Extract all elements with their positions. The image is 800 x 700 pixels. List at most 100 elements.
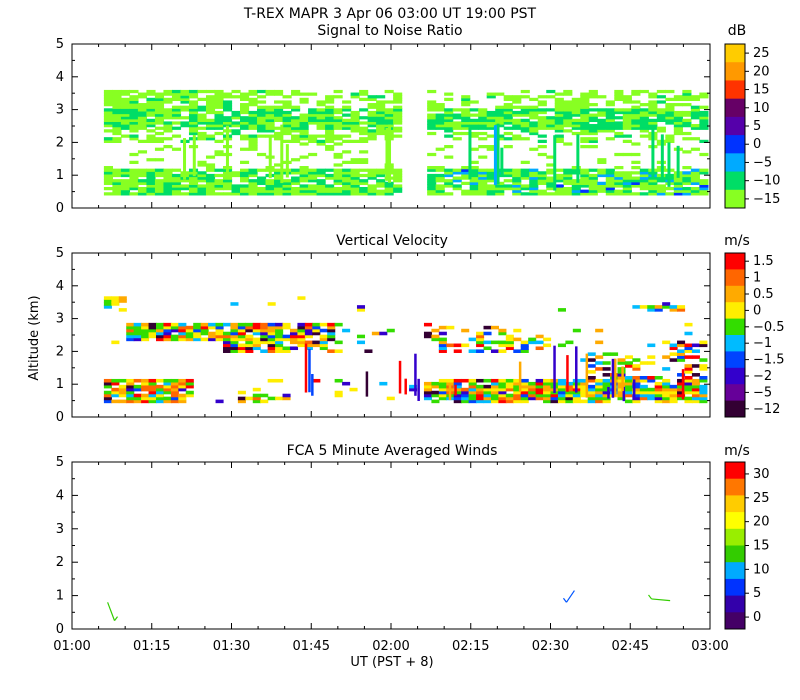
vv-cell bbox=[543, 390, 552, 395]
snr-cell bbox=[205, 155, 216, 159]
snr-cell bbox=[350, 118, 360, 123]
snr-cell bbox=[520, 118, 530, 123]
snr-cell bbox=[376, 116, 386, 120]
vv-cell bbox=[230, 343, 239, 348]
snr-cell bbox=[495, 134, 505, 138]
vv-cell bbox=[222, 343, 232, 348]
vv-cell bbox=[595, 328, 604, 333]
vv-cell bbox=[304, 328, 313, 333]
y-tick-label: 5 bbox=[56, 455, 64, 470]
snr-cell bbox=[240, 176, 250, 180]
snr-cell bbox=[656, 126, 666, 130]
vv-cell bbox=[237, 337, 246, 342]
snr-cell bbox=[214, 168, 224, 172]
snr-cell bbox=[154, 187, 165, 191]
snr-cell bbox=[690, 137, 700, 141]
snr-cell bbox=[240, 110, 250, 115]
snr-cell bbox=[622, 121, 632, 125]
vv-cell bbox=[215, 325, 224, 330]
vv-streak bbox=[632, 379, 636, 398]
snr-cell bbox=[486, 184, 496, 188]
colorbar-swatch bbox=[725, 478, 745, 496]
snr-cell bbox=[350, 129, 360, 133]
snr-cell bbox=[486, 134, 496, 138]
vv-cell bbox=[572, 393, 581, 398]
vv-cell bbox=[632, 378, 641, 383]
snr-cell bbox=[163, 121, 173, 125]
snr-cell bbox=[163, 89, 173, 94]
snr-cell bbox=[103, 176, 114, 180]
snr-cell bbox=[180, 95, 190, 99]
vv-cell bbox=[237, 328, 246, 333]
snr-cell bbox=[188, 92, 199, 96]
snr-cell bbox=[154, 189, 165, 193]
snr-cell bbox=[673, 179, 683, 183]
vv-cell bbox=[126, 387, 135, 392]
vv-cell bbox=[252, 343, 261, 348]
snr-cell bbox=[597, 124, 607, 128]
vv-cell bbox=[490, 378, 499, 383]
vv-cell bbox=[498, 340, 507, 345]
vv-cell bbox=[632, 387, 641, 392]
snr-cell bbox=[197, 192, 207, 196]
vv-cell bbox=[215, 399, 224, 404]
vv-cell bbox=[461, 378, 470, 383]
vv-cell bbox=[208, 325, 217, 330]
snr-cell bbox=[257, 108, 267, 112]
snr-cell bbox=[120, 97, 131, 102]
vv-cell bbox=[438, 387, 447, 392]
colorbar-swatch bbox=[725, 253, 745, 270]
snr-cell bbox=[367, 110, 377, 115]
snr-cell bbox=[146, 129, 156, 133]
snr-cell bbox=[605, 108, 615, 112]
colorbar-swatch bbox=[725, 135, 745, 154]
snr-cell bbox=[690, 179, 700, 183]
snr-cell bbox=[299, 142, 309, 146]
vv-cell bbox=[118, 299, 127, 303]
vv-cell bbox=[483, 384, 492, 389]
vv-cell bbox=[617, 396, 626, 401]
snr-cell bbox=[384, 118, 394, 123]
snr-cell bbox=[205, 192, 216, 196]
snr-cell bbox=[546, 192, 556, 196]
vv-cell bbox=[632, 305, 641, 309]
snr-cell bbox=[342, 184, 352, 188]
vv-cell bbox=[260, 340, 269, 345]
snr-cell bbox=[333, 168, 343, 172]
vv-cell bbox=[595, 378, 604, 383]
snr-cell bbox=[214, 139, 224, 143]
snr-cell bbox=[580, 113, 590, 117]
vv-streak bbox=[585, 353, 589, 398]
wind-barb-flag bbox=[648, 594, 652, 600]
snr-cell bbox=[248, 171, 258, 175]
snr-cell bbox=[146, 105, 156, 109]
snr-cell bbox=[257, 168, 267, 172]
snr-cell bbox=[605, 171, 615, 175]
snr-cell bbox=[342, 181, 352, 185]
vv-cell bbox=[565, 399, 574, 404]
snr-cell bbox=[222, 192, 233, 196]
snr-cell bbox=[188, 192, 199, 196]
vv-cell bbox=[624, 378, 633, 383]
snr-cell bbox=[656, 113, 666, 117]
vv-cell bbox=[252, 346, 261, 351]
snr-cell bbox=[444, 126, 454, 130]
snr-cell bbox=[367, 189, 377, 193]
snr-cell bbox=[308, 118, 318, 123]
snr-cell bbox=[171, 97, 182, 102]
snr-streak bbox=[496, 123, 500, 185]
snr-cell bbox=[639, 110, 649, 115]
snr-cell bbox=[461, 116, 471, 120]
vv-streak bbox=[454, 384, 457, 396]
snr-cell bbox=[554, 105, 564, 109]
snr-cell bbox=[120, 173, 131, 178]
snr-cell bbox=[529, 192, 539, 196]
snr-cell bbox=[163, 145, 173, 149]
vv-cell bbox=[245, 343, 254, 348]
snr-cell bbox=[112, 105, 122, 109]
snr-cell bbox=[197, 184, 207, 188]
vv-cell bbox=[595, 361, 604, 365]
colorbar-swatch bbox=[725, 384, 745, 402]
snr-cell bbox=[316, 134, 326, 138]
vv-cell bbox=[208, 331, 217, 336]
